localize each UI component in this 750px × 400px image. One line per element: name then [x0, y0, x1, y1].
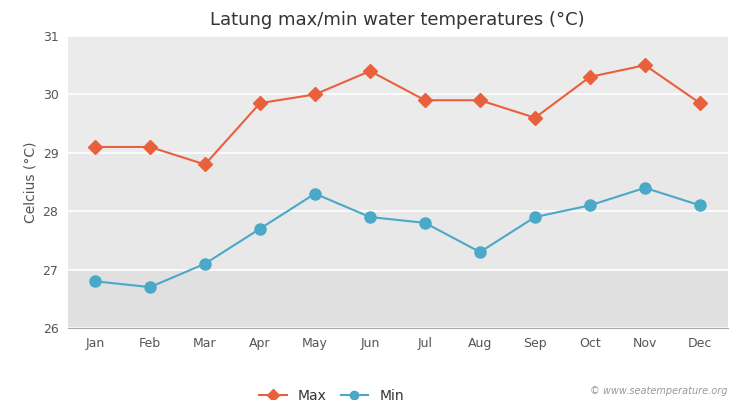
- Bar: [68, 36, 728, 153]
- Bar: [68, 153, 728, 270]
- Title: Latung max/min water temperatures (°C): Latung max/min water temperatures (°C): [210, 11, 585, 29]
- Y-axis label: Celcius (°C): Celcius (°C): [23, 141, 37, 223]
- Legend: Max, Min: Max, Min: [254, 384, 410, 400]
- Text: © www.seatemperature.org: © www.seatemperature.org: [590, 386, 728, 396]
